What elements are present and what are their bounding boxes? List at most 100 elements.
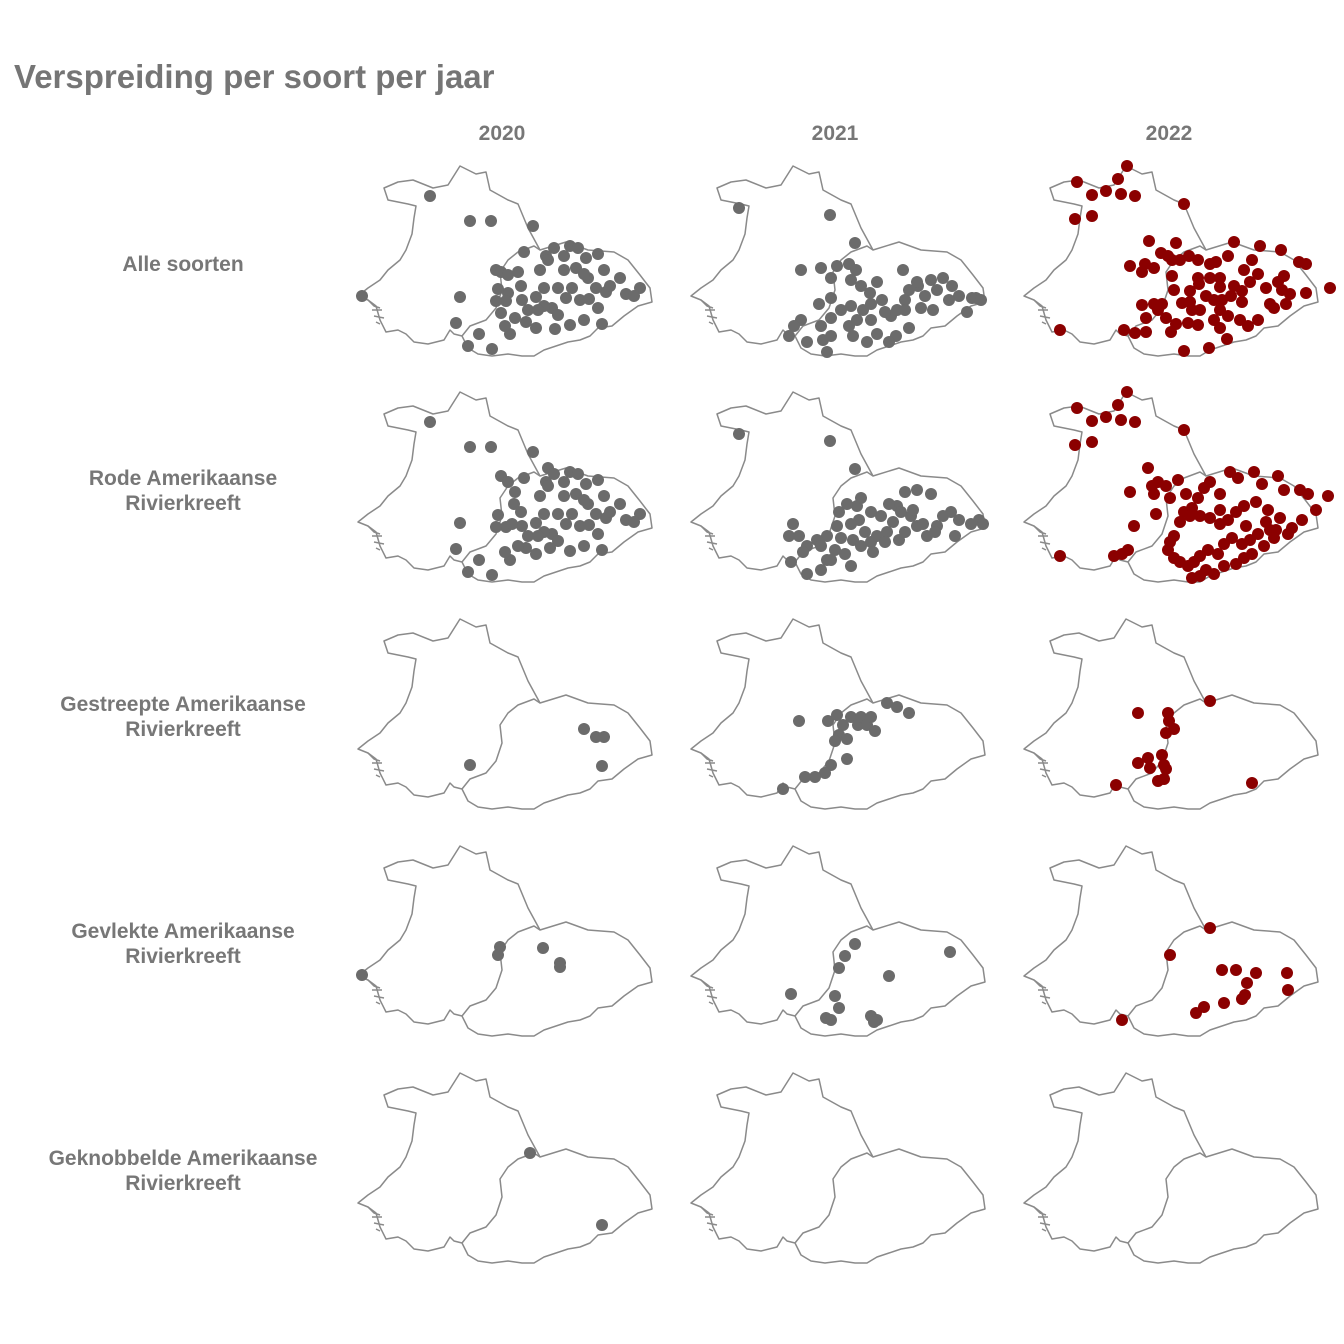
observation-point	[1122, 544, 1134, 556]
observation-point	[1192, 319, 1204, 331]
observation-point	[847, 330, 859, 342]
observation-point	[1272, 470, 1284, 482]
observation-point	[897, 264, 909, 276]
observation-point	[945, 506, 957, 518]
observation-point	[542, 480, 554, 492]
observation-point	[1214, 504, 1226, 516]
observation-point	[829, 735, 841, 747]
observation-point	[845, 711, 857, 723]
observation-point	[867, 546, 879, 558]
observation-point	[490, 295, 502, 307]
observation-point	[1244, 276, 1256, 288]
observation-point	[919, 290, 931, 302]
row-header-line1: Geknobbelde Amerikaanse	[48, 1147, 318, 1170]
observation-point	[813, 298, 825, 310]
observation-point	[785, 556, 797, 568]
observation-point	[1121, 386, 1133, 398]
observation-point	[1152, 775, 1164, 787]
observation-point	[871, 328, 883, 340]
observation-point	[879, 536, 891, 548]
observation-point	[1260, 516, 1272, 528]
row-header-line2: Rivierkreeft	[125, 945, 241, 968]
observation-point	[549, 323, 561, 335]
region-boundary	[1127, 1152, 1207, 1244]
observation-point	[515, 506, 527, 518]
observation-point	[961, 306, 973, 318]
observation-point	[1166, 270, 1178, 282]
observation-point	[566, 282, 578, 294]
observation-point	[490, 521, 502, 533]
observation-point	[1202, 544, 1214, 556]
observation-point	[1112, 399, 1124, 411]
observation-point	[833, 1002, 845, 1014]
observation-point	[845, 560, 857, 572]
waterway-lines	[1033, 1206, 1051, 1232]
observation-point	[1140, 326, 1152, 338]
observation-point	[1254, 240, 1266, 252]
observation-point	[1071, 402, 1083, 414]
observation-point	[1212, 548, 1224, 560]
observation-point	[492, 283, 504, 295]
map-panel-r3-2020	[357, 613, 658, 823]
observation-point	[861, 336, 873, 348]
observation-point	[1216, 964, 1228, 976]
observation-point	[1203, 342, 1215, 354]
observation-point	[1170, 318, 1182, 330]
observation-point	[1183, 250, 1195, 262]
observation-point	[554, 961, 566, 973]
row-header-line2: Rivierkreeft	[125, 492, 241, 515]
observation-point	[855, 540, 867, 552]
observation-point	[1124, 486, 1136, 498]
map-svg	[356, 845, 653, 1037]
region-boundary	[794, 1152, 874, 1244]
observation-point	[534, 264, 546, 276]
observation-point	[825, 272, 837, 284]
observation-point	[845, 274, 857, 286]
observation-point	[925, 488, 937, 500]
observation-point	[849, 463, 861, 475]
observation-point	[473, 554, 485, 566]
observation-point	[1144, 762, 1156, 774]
observation-point	[518, 246, 530, 258]
observation-point	[1214, 281, 1226, 293]
row-header-geknobbelde: Geknobbelde Amerikaanse Rivierkreeft	[20, 1146, 346, 1196]
map-panel-r5-2022	[1023, 1067, 1324, 1277]
observation-point	[1322, 490, 1334, 502]
observation-point	[1281, 967, 1293, 979]
observation-point	[485, 215, 497, 227]
observation-point	[614, 272, 626, 284]
observation-point	[1112, 173, 1124, 185]
observation-point	[1194, 510, 1206, 522]
observation-point	[508, 498, 520, 510]
observation-point	[499, 546, 511, 558]
observation-point	[1218, 560, 1230, 572]
observation-point	[596, 318, 608, 330]
observation-point	[580, 478, 592, 490]
observation-point	[1280, 298, 1292, 310]
observation-point	[1142, 752, 1154, 764]
observation-point	[829, 990, 841, 1002]
observation-point	[598, 264, 610, 276]
observation-point	[1214, 488, 1226, 500]
map-svg	[1023, 618, 1319, 810]
waterway-lines	[1033, 979, 1051, 1005]
observation-point	[845, 518, 857, 530]
observation-point	[883, 970, 895, 982]
observation-point	[825, 330, 837, 342]
map-svg	[1023, 160, 1336, 357]
observation-point	[785, 988, 797, 1000]
observation-point	[524, 1147, 536, 1159]
observation-point	[1118, 324, 1130, 336]
observation-point	[1278, 484, 1290, 496]
map-panel-r1-2021	[690, 160, 991, 370]
observation-point	[532, 304, 544, 316]
region-boundary	[794, 925, 874, 1017]
observation-point	[1156, 298, 1168, 310]
observation-point	[837, 719, 849, 731]
observation-point	[552, 535, 564, 547]
observation-point	[1086, 415, 1098, 427]
observation-point	[787, 518, 799, 530]
observation-point	[583, 519, 595, 531]
observation-point	[793, 530, 805, 542]
map-panel-r4-2020	[356, 840, 658, 1050]
